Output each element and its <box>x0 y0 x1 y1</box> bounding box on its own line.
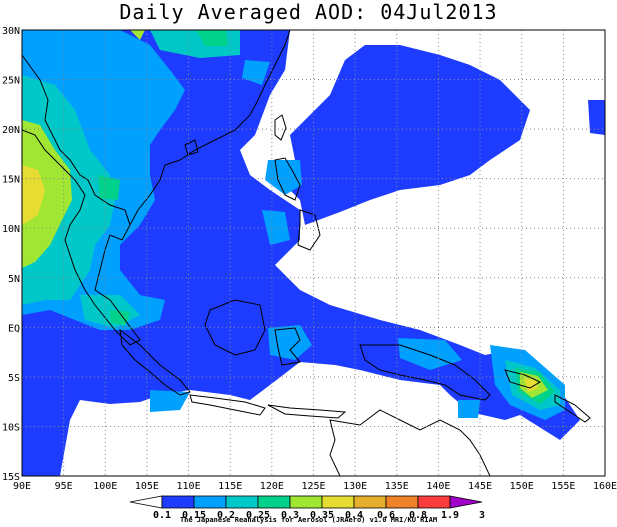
colorbar-swatch <box>449 495 483 509</box>
aod-band-0.15 <box>458 400 480 418</box>
lon-tick-label: 105E <box>135 481 159 492</box>
colorbar-label: 0.6 <box>377 510 395 521</box>
credit-line: The Japanese Reanalysis for Aerosol (JRA… <box>179 516 438 524</box>
aod-field <box>22 30 605 476</box>
coastline-new-guinea <box>359 344 491 401</box>
coastline-hainan <box>184 139 199 156</box>
aod-band-0.35 <box>524 378 538 392</box>
map-title: Daily Averaged AOD: 04Jul2013 <box>119 0 498 24</box>
aod-band-0.15 <box>398 338 462 370</box>
plot-frame <box>21 29 606 477</box>
lat-tick-label: 10S <box>2 422 20 433</box>
lon-tick-label: 155E <box>551 481 575 492</box>
colorbar: 0.1 0.15 0.2 0.25 0.3 0.35 0.4 0.6 0.8 1.9 3 <box>129 495 485 521</box>
aod-band-0.1 <box>588 100 605 135</box>
coastline-borneo <box>204 299 266 356</box>
lat-tick-label: 25N <box>2 76 20 87</box>
coastline-australia <box>329 409 491 476</box>
lat-tick-label: 10N <box>2 224 20 235</box>
lon-tick-label: 125E <box>301 481 325 492</box>
coastline-solomons <box>554 394 591 423</box>
lon-tick-label: 90E <box>13 481 31 492</box>
colorbar-label: 0.3 <box>281 510 299 521</box>
colorbar-label: 0.2 <box>217 510 235 521</box>
coastline-java <box>189 394 266 416</box>
colorbar-swatch <box>129 495 163 509</box>
lon-tick-label: 160E <box>593 481 617 492</box>
colorbar-swatch <box>321 495 355 509</box>
colorbar-swatch <box>353 495 387 509</box>
aod-band-0.3 <box>22 120 72 268</box>
coastline-sumatra <box>119 328 191 396</box>
colorbar-label: 0.8 <box>409 510 427 521</box>
lon-tick-label: 115E <box>218 481 242 492</box>
coastline-taiwan <box>274 114 287 141</box>
colorbar-label: 1.9 <box>441 510 459 521</box>
lon-tick-label: 135E <box>385 481 409 492</box>
colorbar-label: 0.15 <box>182 510 206 521</box>
aod-band-0.15 <box>265 160 302 195</box>
lon-tick-label: 110E <box>177 481 201 492</box>
colorbar-label: 0.1 <box>153 510 171 521</box>
lon-tick-label: 140E <box>426 481 450 492</box>
coastline-lesser-sundas <box>267 404 347 419</box>
aod-band-0.1 <box>285 45 530 225</box>
lat-tick-label: 15S <box>2 472 20 483</box>
colorbar-swatch <box>257 495 291 509</box>
colorbar-swatch <box>417 495 451 509</box>
aod-band-0.25 <box>196 30 228 46</box>
lon-tick-label: 100E <box>93 481 117 492</box>
colorbar-label: 0.25 <box>246 510 270 521</box>
lat-tick-label: EQ <box>8 323 20 334</box>
aod-band-0.1 <box>150 180 255 370</box>
aod-band-0.35 <box>22 165 45 225</box>
lon-tick-label: 150E <box>510 481 534 492</box>
aod-band-0.3 <box>130 30 145 40</box>
colorbar-label: 0.35 <box>310 510 334 521</box>
colorbar-swatch <box>161 495 195 509</box>
aod-band-0.15 <box>242 60 270 85</box>
lon-tick-label: 95E <box>55 481 73 492</box>
colorbar-swatch <box>385 495 419 509</box>
lat-tick-label: 5N <box>8 274 20 285</box>
lat-tick-label: 20N <box>2 125 20 136</box>
tick-labels: 90E 95E 100E 105E 110E 115E 120E 125E 130E 135E 14… <box>2 26 617 492</box>
lat-tick-label: 5S <box>8 373 20 384</box>
lat-tick-label: 15N <box>2 175 20 186</box>
lon-tick-label: 120E <box>260 481 284 492</box>
colorbar-swatch <box>193 495 227 509</box>
aod-band-0.15 <box>262 210 290 245</box>
aod-band-0.25 <box>98 175 120 200</box>
coastline-luzon <box>274 157 301 201</box>
coastline-sulawesi <box>274 327 301 366</box>
coastline-mainland-asia <box>22 54 141 346</box>
lat-tick-label: 30N <box>2 26 20 37</box>
colorbar-swatch <box>289 495 323 509</box>
lon-tick-label: 130E <box>343 481 367 492</box>
colorbar-label: 3 <box>479 510 485 521</box>
coastline-philippines <box>297 209 321 251</box>
coastline-china <box>129 30 291 226</box>
lon-tick-label: 145E <box>468 481 492 492</box>
colorbar-swatch <box>225 495 259 509</box>
coastlines <box>22 30 591 476</box>
aod-band-0.25 <box>110 310 130 326</box>
colorbar-label: 0.4 <box>345 510 363 521</box>
